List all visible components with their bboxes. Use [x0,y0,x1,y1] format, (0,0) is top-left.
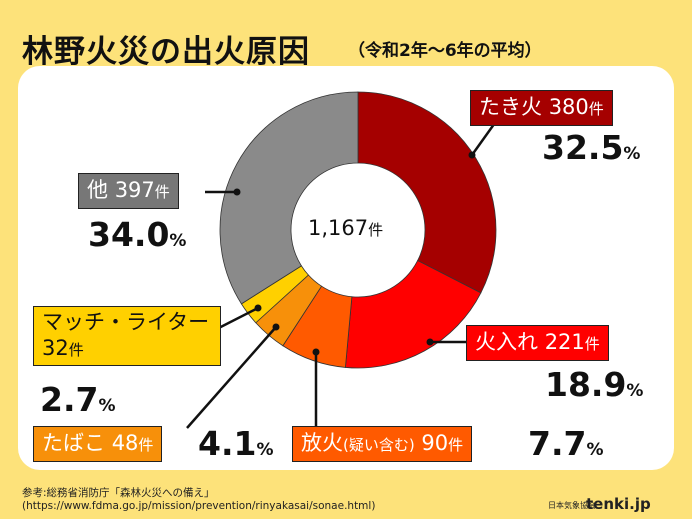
total-unit: 件 [368,221,384,239]
leader-line-tabako [186,326,277,429]
center-total: 1,167件 [308,216,383,240]
label-hiire: 火入れ 221件 [466,325,609,361]
pct-tabako: 4.1% [198,424,274,463]
label-tabako: たばこ 48件 [33,426,163,462]
pct-hiire: 18.9% [545,365,644,404]
label-other: 他 397件 [78,173,179,209]
slice-takibi [357,91,497,294]
leader-dot-hiire [426,338,434,346]
label-match: マッチ・ライター 32件 [33,306,221,366]
leader-dot-houka [312,348,320,356]
slice-other [219,91,359,305]
pct-houka: 7.7% [528,424,604,463]
source-note: 参考:総務省消防庁「森林火災への備え」 (https://www.fdma.go.… [22,487,375,513]
page-subtitle: （令和2年～6年の平均） [348,41,542,61]
source-url[interactable]: (https://www.fdma.go.jp/mission/preventi… [22,500,376,512]
leader-dot-match [254,304,262,312]
leader-dot-other [233,188,241,196]
source-line1: 参考:総務省消防庁「森林火災への備え」 [22,487,215,499]
pct-other: 34.0% [88,215,187,254]
brand-logo: tenki.jp [586,495,651,513]
label-takibi: たき火 380件 [470,90,613,126]
org-name: 日本気象協会 [548,501,596,510]
page-title: 林野火災の出火原因 [22,34,310,70]
slice-hiire [344,260,482,369]
leader-dot-takibi [468,151,476,159]
total-value: 1,167 [308,216,369,240]
pct-takibi: 32.5% [542,128,641,167]
label-houka: 放火(疑い含む) 90件 [292,426,473,462]
pct-match: 2.7% [40,380,116,419]
leader-dot-tabako [272,323,280,331]
